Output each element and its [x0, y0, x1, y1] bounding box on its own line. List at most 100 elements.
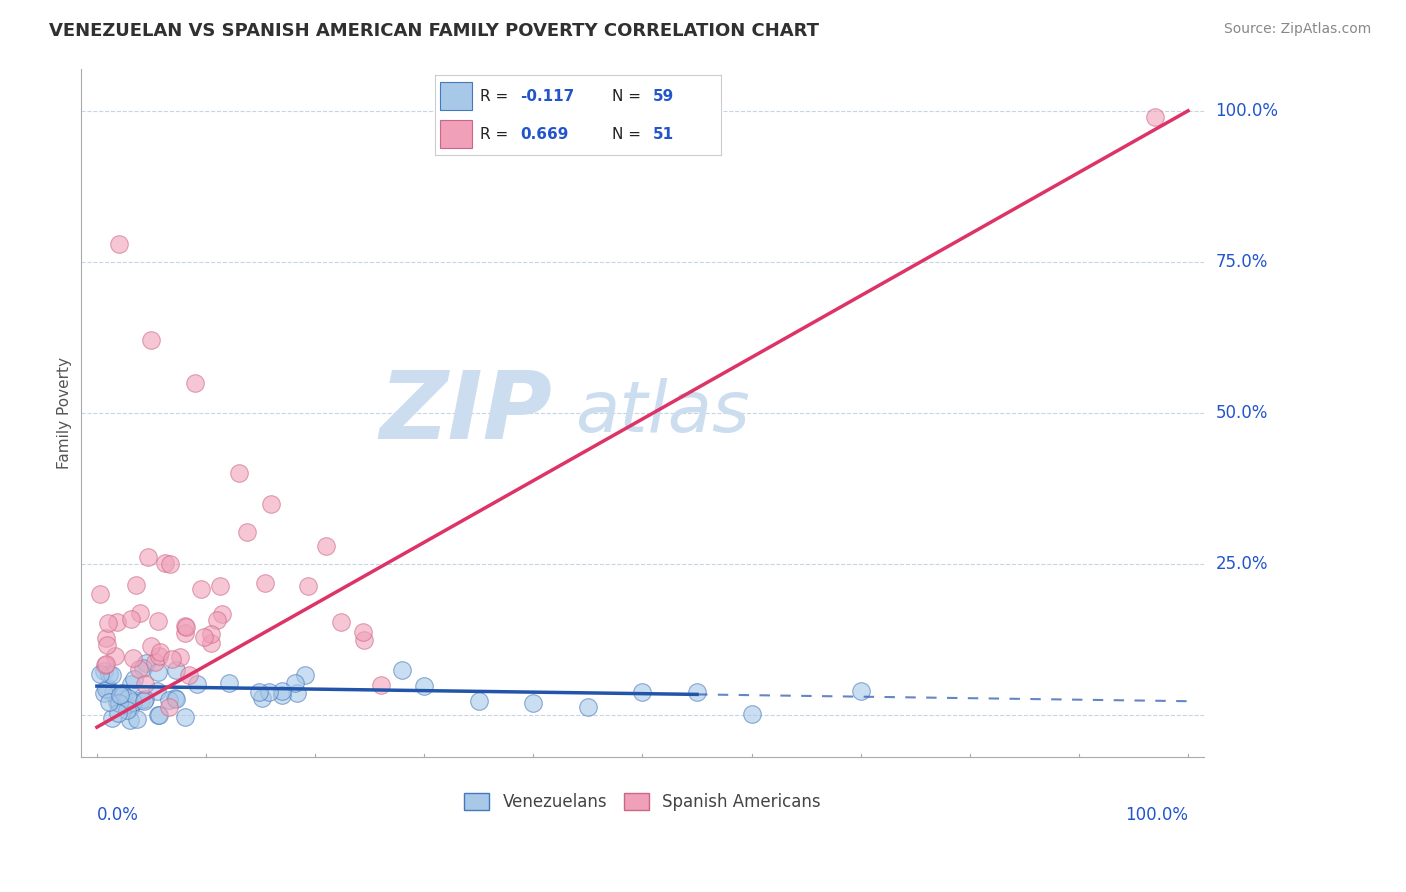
- Point: [104, 648, 127, 663]
- Point: [107, 696, 129, 710]
- Point: [94, 657, 117, 672]
- Point: [120, 677, 142, 691]
- Point: [468, 694, 491, 708]
- Point: [89, 667, 111, 681]
- Text: 0.0%: 0.0%: [97, 805, 139, 823]
- Point: [205, 613, 228, 627]
- Point: [148, 649, 170, 664]
- Point: [1144, 110, 1167, 124]
- Point: [118, 713, 141, 727]
- Point: [98, 667, 121, 681]
- Point: [134, 677, 156, 691]
- Point: [136, 550, 159, 565]
- Point: [96, 638, 118, 652]
- Point: [297, 579, 319, 593]
- Text: 25.0%: 25.0%: [1216, 555, 1268, 573]
- Y-axis label: Family Poverty: Family Poverty: [58, 357, 72, 469]
- Point: [190, 582, 212, 597]
- Point: [98, 694, 121, 708]
- Point: [146, 614, 169, 628]
- Point: [107, 236, 129, 251]
- Point: [218, 675, 240, 690]
- Point: [413, 680, 436, 694]
- Point: [174, 709, 197, 723]
- Point: [100, 668, 122, 682]
- Point: [153, 556, 176, 570]
- Point: [132, 661, 155, 675]
- Point: [148, 707, 170, 722]
- Text: ZIP: ZIP: [380, 367, 553, 459]
- Point: [105, 695, 128, 709]
- Point: [148, 708, 170, 723]
- Point: [315, 539, 337, 553]
- Point: [391, 663, 413, 677]
- Point: [110, 689, 132, 703]
- Point: [108, 696, 131, 710]
- Point: [94, 682, 117, 697]
- Point: [184, 376, 207, 390]
- Point: [89, 587, 111, 601]
- Point: [125, 578, 148, 592]
- Text: 100.0%: 100.0%: [1216, 102, 1278, 120]
- Point: [115, 703, 138, 717]
- Point: [284, 676, 307, 690]
- Text: 50.0%: 50.0%: [1216, 404, 1268, 422]
- Point: [122, 672, 145, 686]
- Point: [294, 668, 316, 682]
- Point: [176, 620, 198, 634]
- Point: [370, 678, 392, 692]
- Point: [146, 684, 169, 698]
- Point: [93, 665, 115, 679]
- Point: [118, 701, 141, 715]
- Point: [117, 691, 139, 706]
- Point: [576, 700, 599, 714]
- Point: [101, 686, 124, 700]
- Point: [271, 688, 294, 702]
- Point: [228, 467, 250, 481]
- Text: 75.0%: 75.0%: [1216, 253, 1268, 271]
- Point: [165, 663, 187, 677]
- Point: [121, 651, 143, 665]
- Point: [128, 606, 150, 620]
- Point: [97, 681, 120, 696]
- Point: [105, 615, 128, 629]
- Point: [94, 658, 117, 673]
- Point: [101, 711, 124, 725]
- Point: [128, 662, 150, 676]
- Point: [111, 686, 134, 700]
- Point: [149, 645, 172, 659]
- Point: [173, 626, 195, 640]
- Point: [849, 684, 872, 698]
- Point: [209, 579, 232, 593]
- Point: [177, 668, 200, 682]
- Point: [111, 689, 134, 703]
- Point: [254, 576, 277, 591]
- Point: [247, 684, 270, 698]
- Point: [157, 699, 180, 714]
- Point: [165, 692, 187, 706]
- Point: [522, 696, 544, 710]
- Point: [146, 665, 169, 680]
- Point: [107, 706, 129, 720]
- Point: [200, 636, 222, 650]
- Point: [120, 612, 142, 626]
- Text: Source: ZipAtlas.com: Source: ZipAtlas.com: [1223, 22, 1371, 37]
- Point: [236, 524, 259, 539]
- Point: [134, 694, 156, 708]
- Point: [114, 698, 136, 712]
- Point: [211, 607, 233, 621]
- Point: [686, 685, 709, 699]
- Point: [352, 625, 374, 640]
- Point: [193, 630, 215, 644]
- Point: [353, 632, 375, 647]
- Point: [134, 692, 156, 706]
- Point: [163, 691, 186, 706]
- Point: [169, 649, 191, 664]
- Text: 100.0%: 100.0%: [1125, 805, 1188, 823]
- Point: [159, 558, 181, 572]
- Point: [186, 677, 208, 691]
- Point: [257, 685, 280, 699]
- Point: [129, 692, 152, 706]
- Point: [631, 685, 654, 699]
- Point: [160, 652, 183, 666]
